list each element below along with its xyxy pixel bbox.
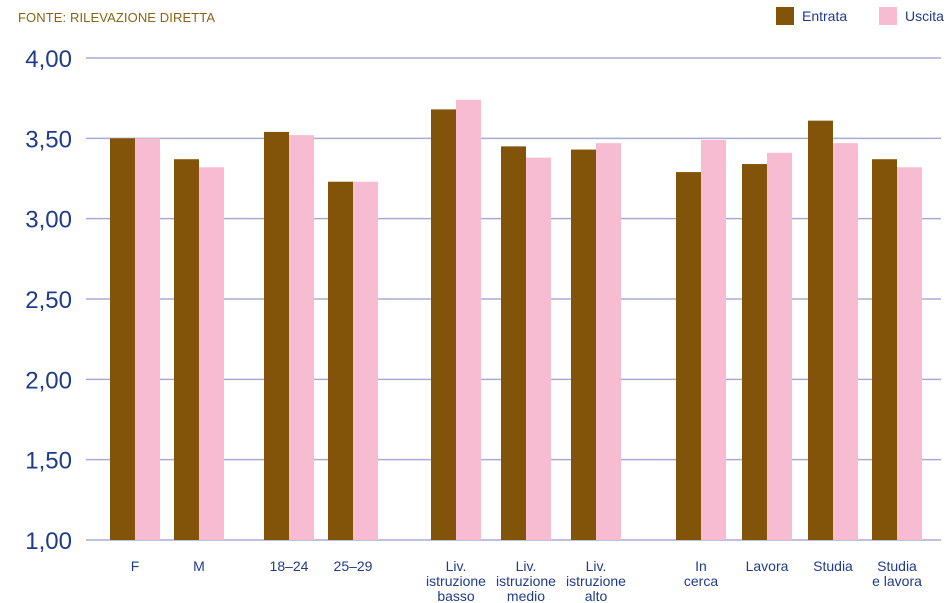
y-tick-label: 2,50 [25, 287, 72, 314]
bar-entrata [571, 149, 596, 540]
bar-entrata [264, 131, 289, 540]
bar-uscita [701, 139, 726, 540]
x-tick-label: e lavora [872, 573, 922, 589]
bar-uscita [596, 143, 621, 541]
bar-entrata [328, 181, 353, 541]
bar-entrata [501, 146, 526, 540]
x-tick-label: medio [507, 588, 545, 603]
y-tick-label: 3,00 [25, 207, 72, 234]
x-tick-label: Liv. [446, 558, 467, 574]
x-tick-label: cerca [684, 573, 718, 589]
x-tick-label: Studia [813, 558, 853, 574]
legend-swatch-uscita [879, 7, 897, 25]
y-tick-label: 1,50 [25, 448, 72, 475]
bar-uscita [897, 167, 922, 540]
x-tick-label: 25–29 [334, 558, 373, 574]
legend-label-entrata: Entrata [802, 8, 848, 24]
legend-swatch-entrata [776, 7, 794, 25]
bar-uscita [526, 157, 551, 540]
bar-entrata [808, 120, 833, 540]
x-tick-label: istruzione [426, 573, 486, 589]
x-tick-label: basso [437, 588, 475, 603]
x-tick-label: F [131, 558, 140, 574]
bar-uscita [199, 167, 224, 540]
x-tick-label: Liv. [516, 558, 537, 574]
bar-entrata [431, 109, 456, 540]
x-tick-label: alto [585, 588, 608, 603]
bar-entrata [676, 172, 701, 540]
bar-uscita [456, 99, 481, 541]
bar-entrata [742, 164, 767, 541]
y-tick-label: 1,00 [25, 528, 72, 555]
legend-entry-uscita: Uscita [879, 7, 944, 25]
y-tick-label: 3,50 [25, 126, 72, 153]
bar-uscita [767, 152, 792, 540]
x-tick-label: istruzione [496, 573, 556, 589]
legend-label-uscita: Uscita [905, 8, 944, 24]
x-tick-label: 18–24 [270, 558, 309, 574]
source-label: FONTE: RILEVAZIONE DIRETTA [18, 10, 216, 25]
bar-entrata [174, 159, 199, 540]
x-tick-label: In [695, 558, 707, 574]
bar-uscita [135, 138, 160, 541]
legend-entry-entrata: Entrata [776, 7, 847, 25]
bar-entrata [872, 159, 897, 540]
bar-uscita [833, 143, 858, 541]
y-tick-label: 4,00 [25, 46, 72, 73]
x-tick-label: M [193, 558, 205, 574]
x-tick-label: Liv. [586, 558, 607, 574]
bar-uscita [289, 135, 314, 540]
bar-entrata [110, 138, 135, 541]
x-tick-label: Lavora [746, 558, 789, 574]
x-tick-label: Studia [877, 558, 917, 574]
y-tick-label: 2,00 [25, 367, 72, 394]
bar-uscita [353, 181, 378, 541]
x-tick-label: istruzione [566, 573, 626, 589]
